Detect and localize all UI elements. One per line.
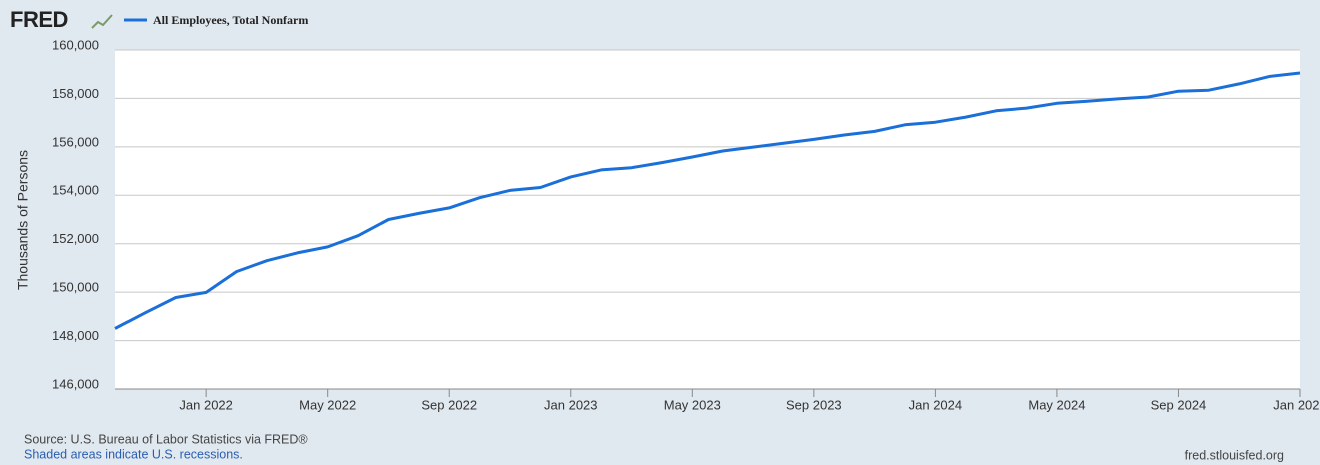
y-tick-label: 160,000 (52, 37, 99, 52)
plot-area (115, 50, 1300, 389)
x-tick-label: Sep 2022 (421, 397, 477, 412)
logo: FRED (10, 7, 68, 32)
x-tick-label: Jan 2025 (1273, 397, 1320, 412)
x-tick-label: Sep 2023 (786, 397, 842, 412)
data-line (114, 71, 1301, 330)
y-axis-label: Thousands of Persons (15, 150, 31, 290)
y-tick-label: 158,000 (52, 86, 99, 101)
legend-label: All Employees, Total Nonfarm (153, 13, 308, 27)
y-tick-label: 150,000 (52, 280, 99, 295)
y-tick-label: 156,000 (52, 134, 99, 149)
x-tick-label: May 2023 (664, 397, 721, 412)
site-link[interactable]: fred.stlouisfed.org (1185, 448, 1284, 462)
y-tick-label: 148,000 (52, 328, 99, 343)
x-tick-label: Jan 2024 (909, 397, 963, 412)
y-tick-label: 146,000 (52, 376, 99, 391)
x-tick-label: Jan 2023 (544, 397, 598, 412)
x-tick-label: May 2022 (299, 397, 356, 412)
x-tick-label: Jan 2022 (179, 397, 233, 412)
recession-note[interactable]: Shaded areas indicate U.S. recessions. (24, 447, 243, 461)
source: Source: U.S. Bureau of Labor Statistics … (24, 432, 308, 446)
y-tick-label: 152,000 (52, 231, 99, 246)
x-tick-label: Sep 2024 (1151, 397, 1207, 412)
logo-icon (91, 14, 113, 29)
y-tick-label: 154,000 (52, 183, 99, 198)
x-tick-label: May 2024 (1028, 397, 1085, 412)
